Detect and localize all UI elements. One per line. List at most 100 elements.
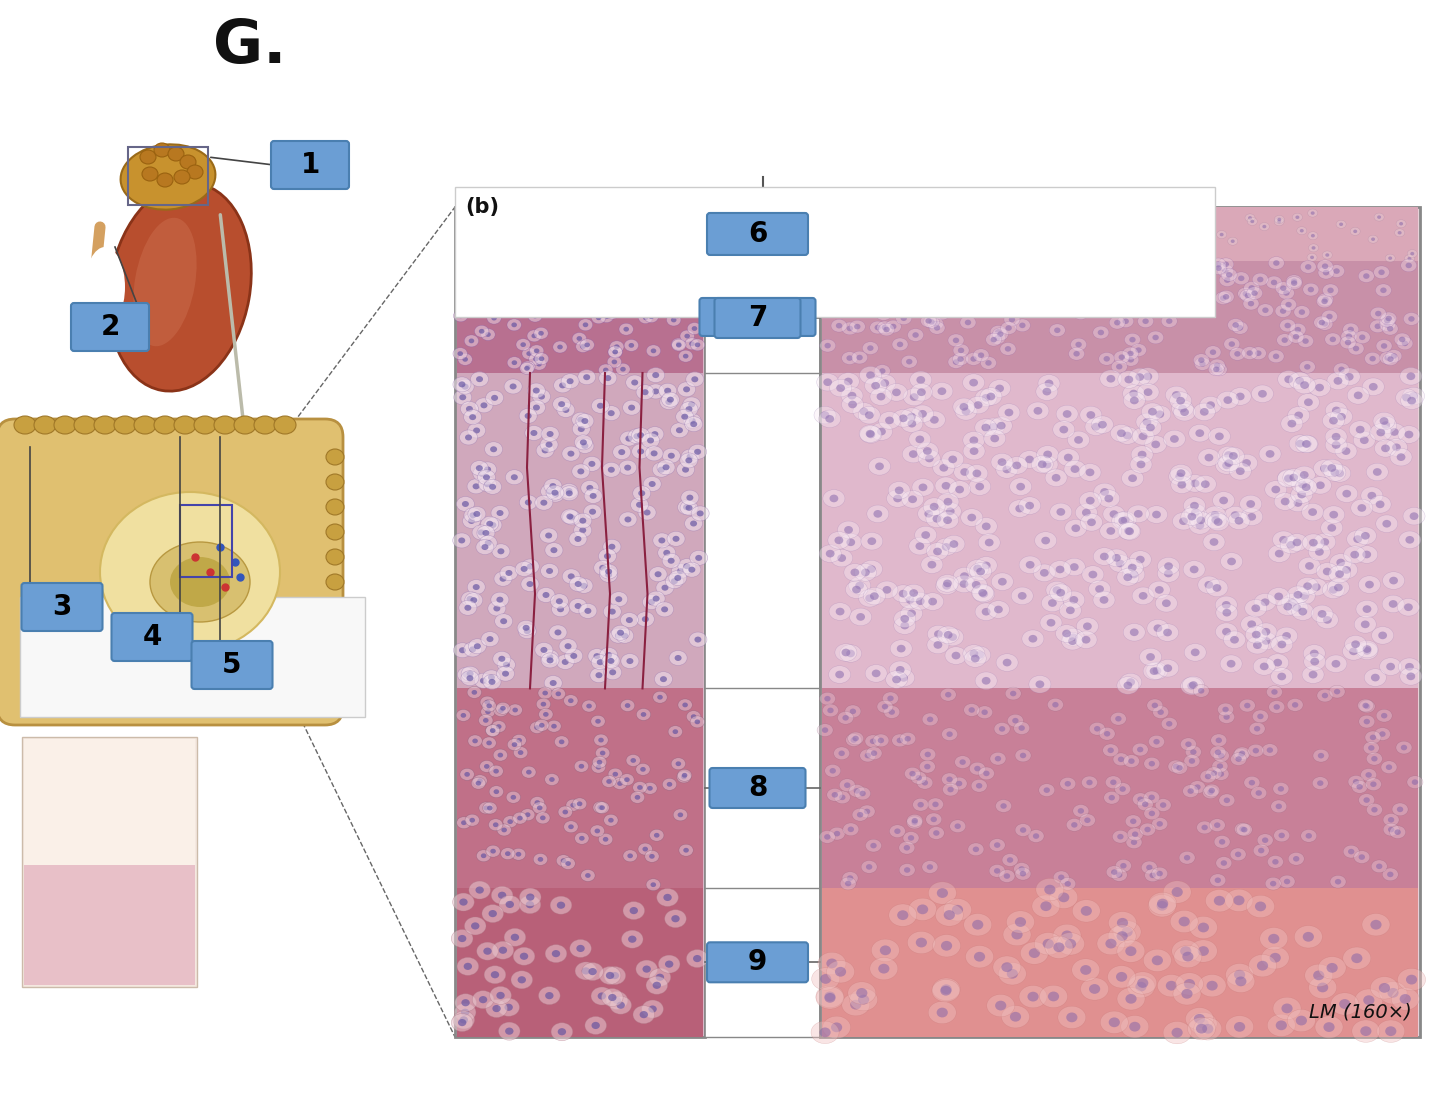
Ellipse shape [1133,278,1140,284]
Ellipse shape [665,302,671,306]
Ellipse shape [942,582,950,590]
Ellipse shape [1142,305,1158,318]
Ellipse shape [1189,1012,1217,1034]
Ellipse shape [1076,504,1097,522]
Ellipse shape [1352,346,1359,352]
Ellipse shape [1233,322,1248,334]
Ellipse shape [187,165,203,179]
Ellipse shape [454,309,468,322]
Ellipse shape [1351,551,1359,558]
Ellipse shape [1348,342,1364,355]
Ellipse shape [546,485,564,500]
Ellipse shape [827,789,842,801]
Ellipse shape [1329,685,1345,698]
Ellipse shape [1117,569,1139,586]
Ellipse shape [683,397,701,412]
Ellipse shape [194,416,216,435]
Ellipse shape [1257,277,1263,283]
Ellipse shape [552,688,566,700]
Ellipse shape [1318,956,1346,978]
Ellipse shape [1362,378,1384,395]
Ellipse shape [899,674,909,681]
Ellipse shape [933,641,942,649]
Ellipse shape [1018,307,1025,313]
Ellipse shape [1250,347,1266,360]
Ellipse shape [996,460,1018,478]
Ellipse shape [1377,863,1382,869]
Ellipse shape [654,833,660,838]
Ellipse shape [989,380,1011,398]
Ellipse shape [1143,949,1171,972]
Ellipse shape [1081,565,1104,583]
Ellipse shape [1329,565,1351,583]
Ellipse shape [1056,295,1063,300]
Ellipse shape [576,341,590,353]
Ellipse shape [492,1005,501,1012]
Ellipse shape [521,576,539,592]
Ellipse shape [566,514,573,519]
Ellipse shape [1070,596,1079,603]
Ellipse shape [1148,581,1171,599]
Ellipse shape [150,542,251,622]
Ellipse shape [582,700,596,712]
Ellipse shape [1230,636,1238,643]
Ellipse shape [871,669,880,677]
Ellipse shape [1210,819,1225,831]
Ellipse shape [1191,479,1200,487]
Ellipse shape [1351,640,1359,648]
Ellipse shape [1189,750,1197,755]
Ellipse shape [668,726,683,737]
Ellipse shape [1109,911,1136,934]
Ellipse shape [459,647,467,653]
Ellipse shape [649,566,667,582]
Ellipse shape [1365,352,1381,365]
Ellipse shape [1211,261,1227,275]
Ellipse shape [1028,634,1037,642]
Ellipse shape [950,289,958,295]
Ellipse shape [660,394,678,410]
Ellipse shape [958,303,965,308]
Ellipse shape [867,537,876,545]
Ellipse shape [966,945,994,968]
Ellipse shape [1335,571,1344,577]
Ellipse shape [690,521,697,526]
Ellipse shape [458,217,462,220]
Ellipse shape [845,257,861,269]
Ellipse shape [1309,244,1319,251]
Ellipse shape [981,388,1002,405]
Ellipse shape [585,608,592,614]
Ellipse shape [530,285,544,296]
Ellipse shape [1316,611,1338,629]
Ellipse shape [1320,519,1342,536]
Ellipse shape [1161,802,1166,808]
Ellipse shape [99,491,279,652]
Ellipse shape [494,705,508,716]
Ellipse shape [484,805,490,810]
Ellipse shape [982,709,988,715]
Ellipse shape [949,287,965,299]
Ellipse shape [1089,285,1104,297]
Ellipse shape [576,336,582,341]
Ellipse shape [867,430,876,438]
Ellipse shape [1076,618,1099,636]
Ellipse shape [684,337,698,350]
Ellipse shape [491,268,505,280]
Ellipse shape [1142,418,1152,426]
Ellipse shape [1313,750,1329,762]
FancyBboxPatch shape [192,641,272,689]
Ellipse shape [1152,867,1168,880]
Ellipse shape [1122,469,1143,487]
Ellipse shape [668,571,687,585]
Ellipse shape [649,305,664,317]
Ellipse shape [1208,363,1224,375]
Ellipse shape [854,789,860,794]
Ellipse shape [641,712,647,717]
Ellipse shape [1341,336,1356,349]
Ellipse shape [1382,353,1398,365]
Ellipse shape [1223,609,1231,617]
Ellipse shape [505,851,511,856]
Ellipse shape [642,433,660,448]
Ellipse shape [1284,375,1293,383]
Ellipse shape [1115,319,1120,325]
Ellipse shape [1344,846,1359,858]
